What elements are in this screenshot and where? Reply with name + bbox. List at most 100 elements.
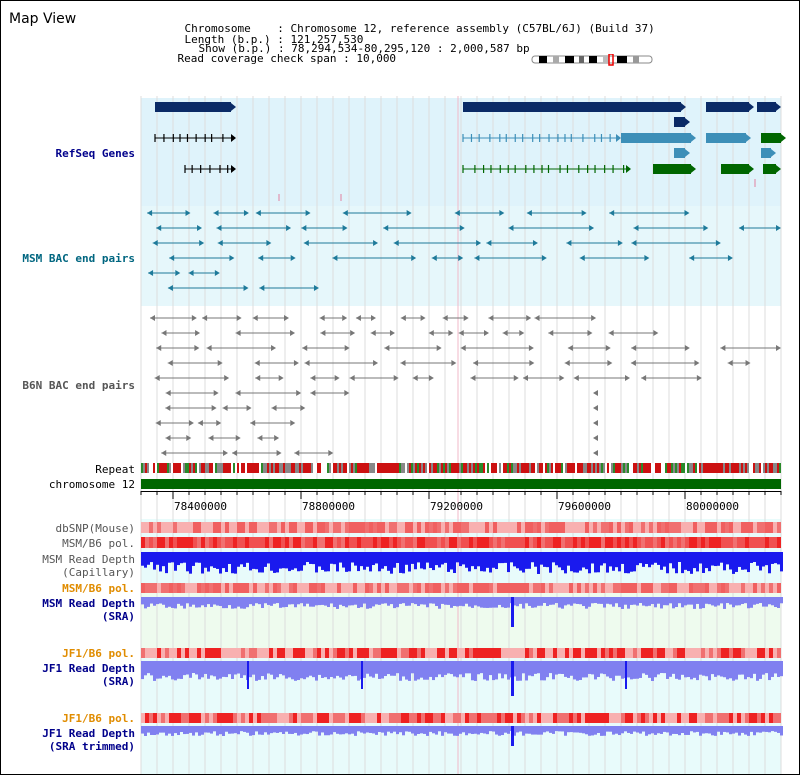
polymorphism-cell (177, 713, 181, 723)
read-depth-bar (567, 661, 570, 678)
read-depth-bar (306, 726, 309, 735)
polymorphism-cell (509, 648, 513, 658)
polymorphism-cell (765, 648, 769, 658)
polymorphism-cell (497, 537, 501, 548)
read-depth-bar (771, 552, 774, 564)
polymorphism-cell (361, 713, 365, 723)
read-depth-bar (735, 661, 738, 680)
bac-end-marker (302, 345, 308, 351)
bac-end-marker (211, 405, 217, 411)
polymorphism-cell (325, 583, 329, 593)
read-depth-bar (393, 661, 396, 676)
read-depth-bar (249, 726, 252, 736)
read-depth-bar (678, 661, 681, 680)
polymorphism-cell (185, 648, 189, 658)
polymorphism-cell (301, 522, 305, 533)
read-depth-bar (714, 597, 717, 607)
polymorphism-cell (349, 648, 353, 658)
polymorphism-cell (561, 583, 565, 593)
repeat-segment (239, 463, 241, 473)
repeat-segment (301, 463, 303, 473)
read-depth-bar (348, 552, 351, 572)
read-depth-bar (186, 661, 189, 675)
repeat-segment (349, 463, 351, 473)
polymorphism-cell (729, 583, 733, 593)
read-depth-bar (462, 552, 465, 565)
repeat-segment (701, 463, 703, 473)
polymorphism-cell (477, 583, 481, 593)
read-depth-bar (147, 552, 150, 565)
read-depth-bar (225, 726, 228, 732)
polymorphism-cell (341, 583, 345, 593)
polymorphism-cell (657, 522, 661, 533)
read-depth-bar (570, 661, 573, 676)
polymorphism-cell (237, 648, 241, 658)
polymorphism-cell (361, 522, 365, 533)
bac-end-marker (541, 255, 547, 261)
read-depth-bar (648, 661, 651, 678)
bac-end-marker (216, 225, 222, 231)
repeat-segment (763, 463, 765, 473)
polymorphism-cell (677, 583, 681, 593)
polymorphism-cell (465, 713, 469, 723)
polymorphism-cell (373, 648, 377, 658)
coverage-label: Read coverage check span (177, 52, 337, 65)
bac-end-marker (148, 270, 154, 276)
polymorphism-cell (673, 713, 677, 723)
repeat-segment (713, 463, 715, 473)
polymorphism-cell (645, 537, 649, 548)
bac-end-marker (206, 345, 212, 351)
polymorphism-cell (333, 537, 337, 548)
polymorphism-cell (761, 583, 765, 593)
read-depth-bar (582, 552, 585, 568)
read-depth-bar (345, 552, 348, 572)
polymorphism-cell (721, 713, 725, 723)
read-depth-bar (315, 726, 318, 732)
read-depth-bar (567, 726, 570, 733)
read-depth-bar (642, 661, 645, 674)
polymorphism-cell (365, 713, 369, 723)
polymorphism-cell (461, 648, 465, 658)
polymorphism-cell (609, 713, 613, 723)
bac-end-marker (235, 435, 241, 441)
repeat-segment (229, 463, 231, 473)
read-depth-bar (693, 597, 696, 609)
repeat-segment (579, 463, 581, 473)
repeat-segment (361, 463, 363, 473)
polymorphism-cell (721, 537, 725, 548)
repeat-segment (643, 463, 645, 473)
bac-end-marker (344, 345, 350, 351)
polymorphism-cell (441, 537, 445, 548)
read-depth-bar (579, 597, 582, 605)
polymorphism-cell (573, 522, 577, 533)
read-depth-bar (690, 726, 693, 732)
bac-end-marker (290, 420, 296, 426)
polymorphism-cell (301, 537, 305, 548)
repeat-segment (557, 463, 559, 473)
repeat-segment (683, 463, 685, 473)
polymorphism-cell (445, 648, 449, 658)
repeat-segment (619, 463, 621, 473)
read-depth-bar (420, 597, 423, 605)
read-depth-bar (594, 552, 597, 573)
read-depth-bar (534, 661, 537, 674)
read-depth-bar (627, 597, 630, 609)
read-depth-bar (546, 597, 549, 607)
read-depth-bar (186, 726, 189, 734)
bac-end-marker (689, 255, 695, 261)
repeat-segment (241, 463, 243, 473)
read-depth-bar (237, 552, 240, 567)
read-depth-bar (528, 597, 531, 606)
read-depth-bar (339, 661, 342, 678)
repeat-segment (511, 463, 513, 473)
read-depth-bar (573, 661, 576, 680)
read-depth-bar (213, 597, 216, 605)
polymorphism-cell (297, 537, 301, 548)
read-depth-bar (363, 726, 366, 734)
read-depth-bar (675, 661, 678, 679)
bac-end-marker (167, 360, 173, 366)
read-depth-bar (753, 661, 756, 674)
chromosome-ideogram[interactable] (531, 54, 655, 66)
polymorphism-cell (417, 583, 421, 593)
